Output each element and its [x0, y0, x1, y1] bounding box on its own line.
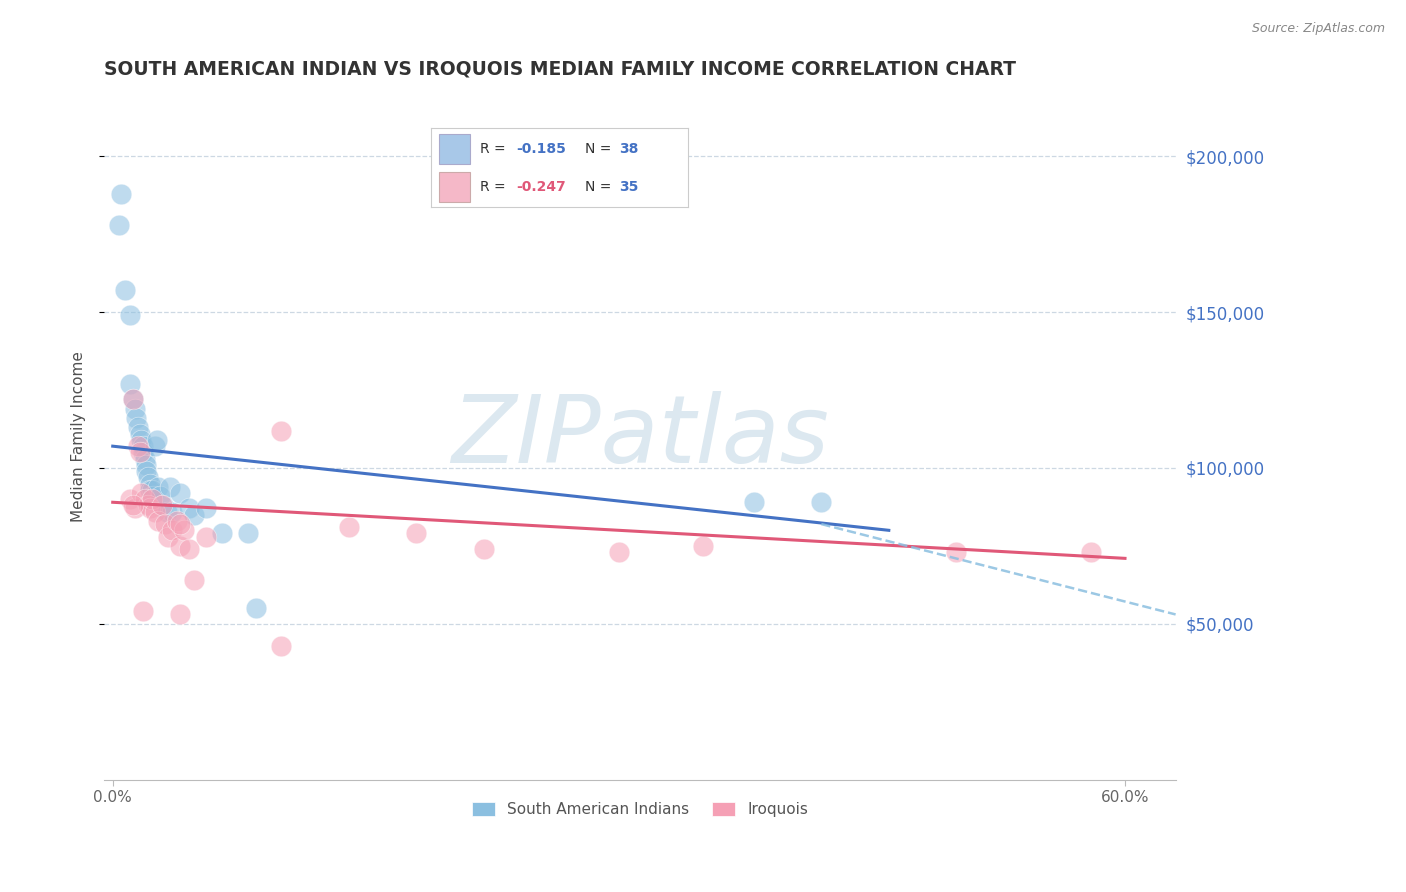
Point	[122, 392, 145, 407]
Point	[122, 392, 145, 407]
Point	[159, 480, 181, 494]
Point	[160, 524, 183, 538]
Point	[132, 439, 155, 453]
Point	[132, 604, 155, 618]
Point	[139, 501, 162, 516]
Point	[118, 308, 141, 322]
Point	[177, 501, 200, 516]
Point	[166, 514, 188, 528]
Point	[134, 492, 156, 507]
Point	[1080, 545, 1102, 559]
Point	[245, 601, 267, 615]
Point	[183, 508, 205, 522]
Point	[143, 439, 166, 453]
Point	[139, 483, 162, 497]
Point	[194, 501, 217, 516]
Text: SOUTH AMERICAN INDIAN VS IROQUOIS MEDIAN FAMILY INCOME CORRELATION CHART: SOUTH AMERICAN INDIAN VS IROQUOIS MEDIAN…	[104, 60, 1017, 78]
Point	[136, 499, 159, 513]
Point	[183, 573, 205, 587]
Point	[131, 486, 153, 500]
Point	[132, 445, 155, 459]
Point	[148, 514, 170, 528]
Point	[169, 486, 191, 500]
Legend: South American Indians, Iroquois: South American Indians, Iroquois	[465, 796, 814, 823]
Point	[139, 476, 162, 491]
Point	[110, 186, 132, 201]
Point	[128, 426, 150, 441]
Point	[692, 539, 714, 553]
Point	[148, 480, 170, 494]
Point	[160, 505, 183, 519]
Point	[143, 505, 166, 519]
Point	[127, 439, 149, 453]
Point	[405, 526, 427, 541]
Point	[472, 541, 495, 556]
Point	[127, 420, 149, 434]
Point	[124, 501, 146, 516]
Point	[169, 539, 191, 553]
Point	[135, 464, 157, 478]
Point	[153, 517, 176, 532]
Point	[136, 470, 159, 484]
Y-axis label: Median Family Income: Median Family Income	[72, 351, 86, 522]
Point	[145, 433, 167, 447]
Point	[118, 492, 141, 507]
Point	[742, 495, 765, 509]
Point	[114, 284, 136, 298]
Point	[157, 530, 180, 544]
Point	[108, 218, 131, 232]
Point	[156, 505, 179, 519]
Point	[150, 499, 173, 513]
Point	[124, 401, 146, 416]
Point	[607, 545, 630, 559]
Point	[169, 607, 191, 622]
Point	[122, 499, 145, 513]
Point	[141, 492, 163, 507]
Point	[236, 526, 259, 541]
Point	[131, 433, 153, 447]
Point	[177, 541, 200, 556]
Text: Source: ZipAtlas.com: Source: ZipAtlas.com	[1251, 22, 1385, 36]
Point	[118, 376, 141, 391]
Point	[337, 520, 360, 534]
Point	[211, 526, 233, 541]
Point	[149, 489, 172, 503]
Point	[945, 545, 967, 559]
Point	[141, 483, 163, 497]
Point	[142, 489, 165, 503]
Point	[173, 524, 195, 538]
Point	[194, 530, 217, 544]
Point	[169, 517, 191, 532]
Point	[135, 458, 157, 472]
Point	[128, 445, 150, 459]
Point	[125, 411, 148, 425]
Point	[152, 499, 174, 513]
Point	[810, 495, 832, 509]
Point	[134, 451, 156, 466]
Text: ZIPatlas: ZIPatlas	[451, 392, 830, 483]
Point	[270, 424, 292, 438]
Point	[270, 639, 292, 653]
